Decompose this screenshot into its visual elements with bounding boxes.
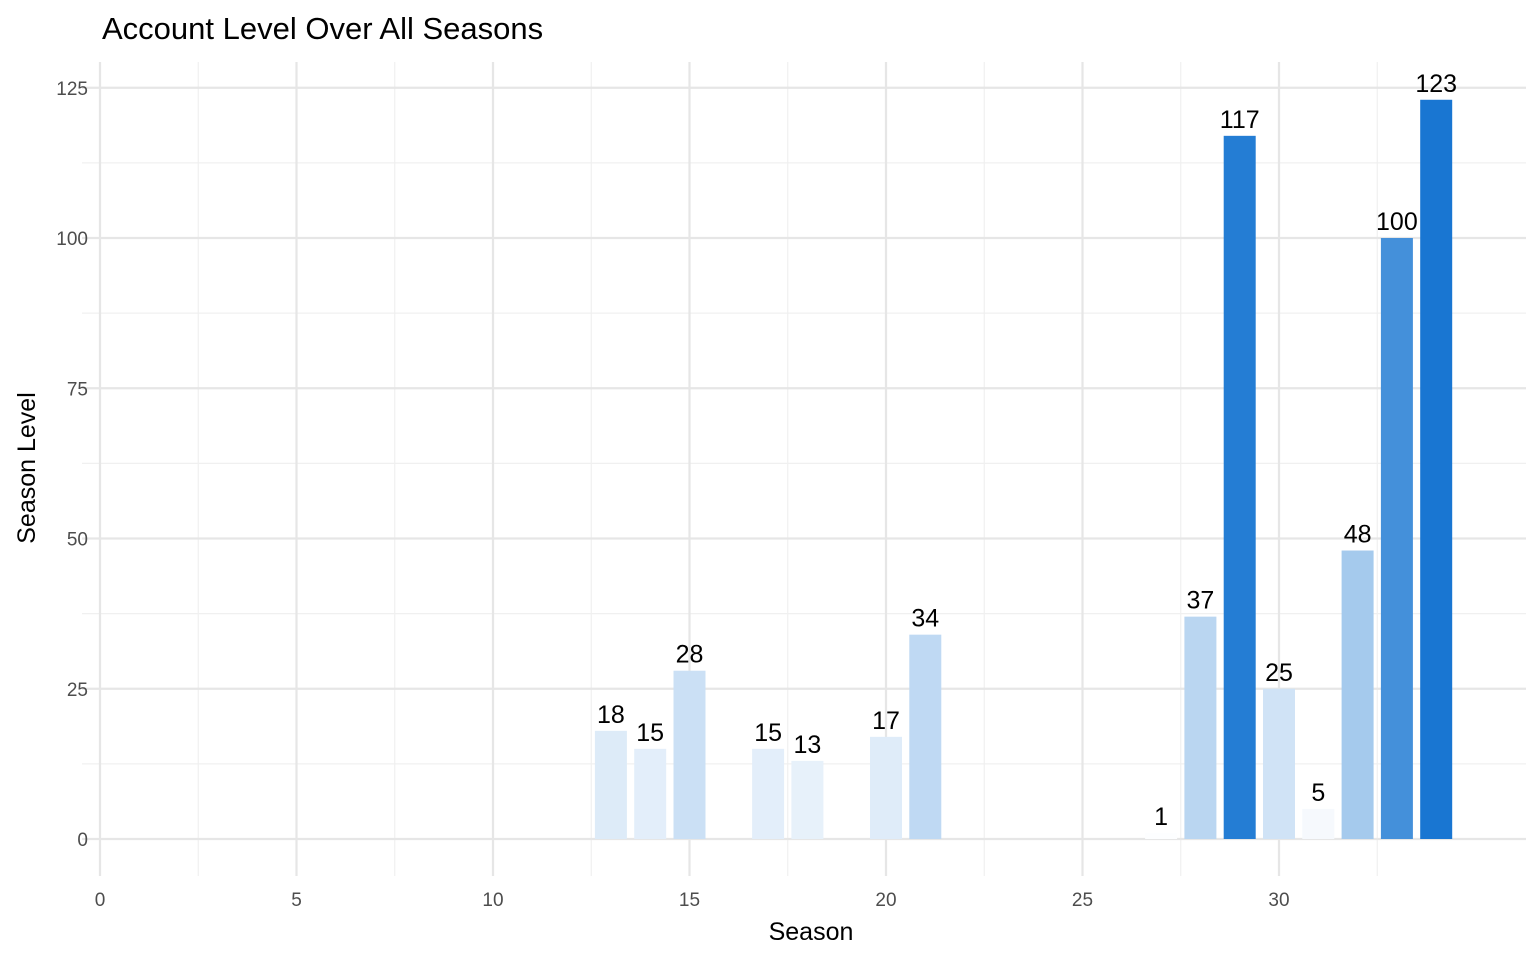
bar-value-label: 15: [754, 719, 782, 747]
y-tick-label: 75: [67, 379, 88, 400]
x-tick-label: 0: [95, 890, 106, 911]
bar-value-label: 34: [911, 605, 939, 633]
bars: [594, 99, 1453, 839]
bar: [870, 736, 902, 839]
y-tick-label: 25: [67, 680, 88, 701]
x-axis-label: Season: [769, 918, 854, 946]
bar: [909, 634, 942, 839]
bar-value-label: 5: [1311, 779, 1325, 807]
bar: [634, 748, 667, 839]
bar: [1420, 99, 1453, 839]
bar: [1263, 688, 1295, 839]
bar: [1380, 238, 1413, 839]
x-axis-ticks: 0 5 10 15 20 25 30: [95, 890, 1290, 911]
y-tick-label: 50: [67, 530, 88, 551]
y-tick-label: 125: [56, 79, 88, 100]
bar-value-label: 18: [597, 701, 625, 729]
bar-value-label: 15: [636, 719, 664, 747]
bar-value-label: 48: [1344, 521, 1372, 549]
bar: [1223, 135, 1256, 839]
bar-value-label: 123: [1415, 70, 1457, 98]
x-tick-label: 15: [679, 890, 700, 911]
bar: [1302, 808, 1335, 839]
bar: [673, 670, 706, 839]
x-tick-label: 25: [1072, 890, 1093, 911]
bar: [1145, 832, 1178, 839]
bar: [752, 748, 785, 839]
bar-value-label: 1: [1154, 803, 1168, 831]
bar-value-label: 17: [872, 707, 900, 735]
data-labels: 18 15 28 15 13 17 34 1 37 117 25 5 48 100 123: [597, 70, 1457, 831]
y-tick-label: 100: [56, 229, 88, 250]
x-tick-label: 10: [482, 890, 503, 911]
y-axis-ticks: 0 25 50 75 100 125: [56, 79, 88, 851]
bar: [791, 760, 824, 839]
bar-value-label: 25: [1265, 659, 1293, 687]
bar-value-label: 37: [1186, 587, 1214, 615]
bar: [594, 730, 627, 839]
y-tick-label: 0: [77, 830, 88, 851]
x-tick-label: 30: [1268, 890, 1289, 911]
y-axis-label: Season Level: [13, 392, 41, 544]
bar-value-label: 28: [676, 641, 704, 669]
x-tick-label: 5: [291, 890, 302, 911]
bar-value-label: 100: [1376, 208, 1418, 236]
x-tick-label: 20: [875, 890, 896, 911]
bar: [1184, 616, 1217, 839]
chart-title: Account Level Over All Seasons: [102, 11, 543, 46]
bar-value-label: 13: [793, 731, 821, 759]
bar: [1341, 550, 1374, 839]
bar-value-label: 117: [1220, 106, 1260, 134]
